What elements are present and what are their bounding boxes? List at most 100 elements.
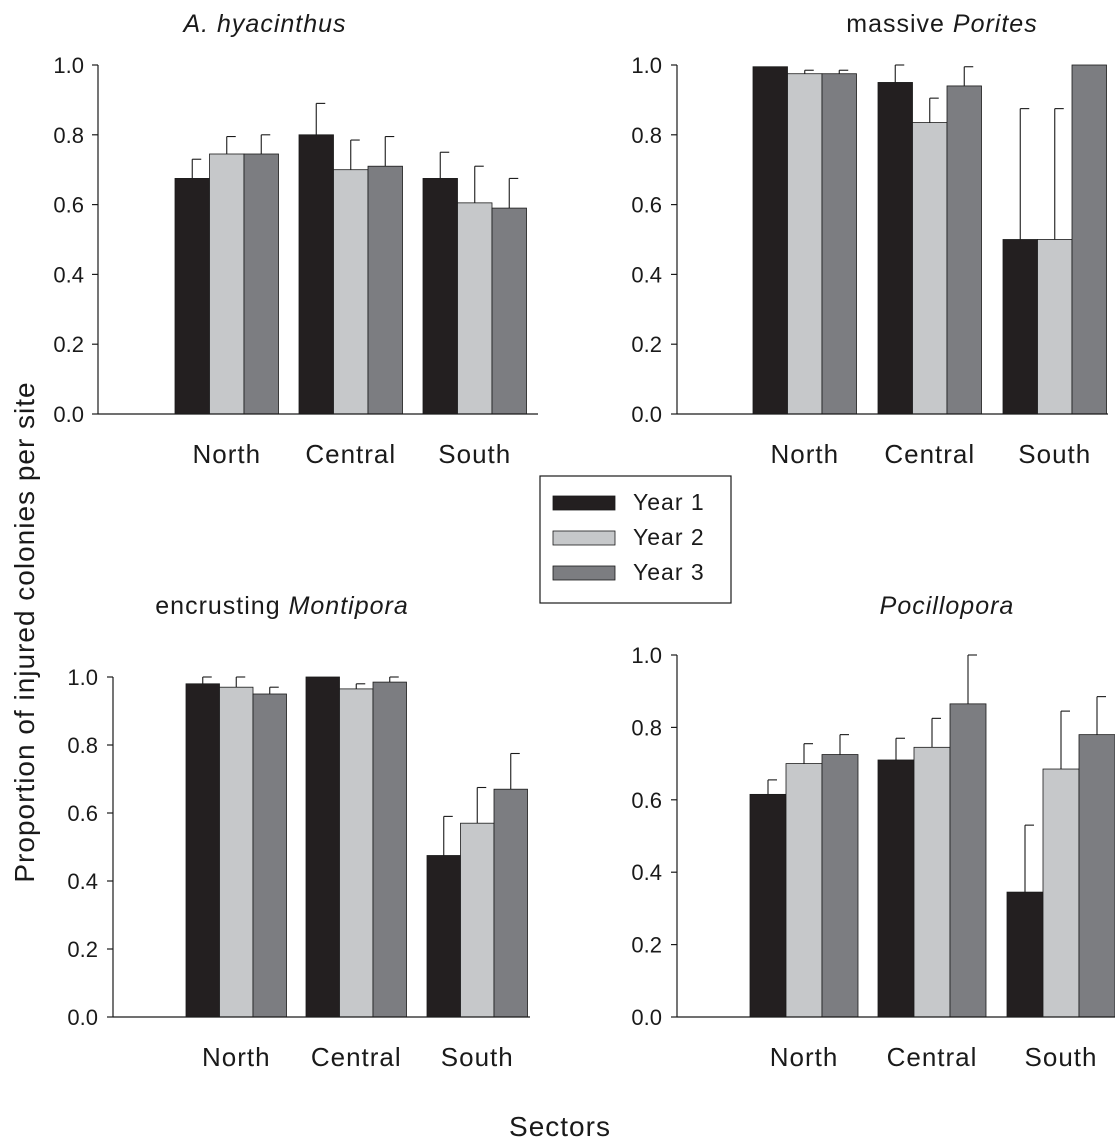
x-category-label: South: [1025, 1042, 1098, 1072]
bar: [946, 85, 982, 415]
bar: [422, 178, 458, 415]
bar: [298, 134, 334, 415]
chart-panel: 0.0 0.2 0.4 0.6 0.8 1.0 North Central South A. hy…: [53, 10, 538, 469]
bar: [752, 66, 788, 415]
bar: [457, 202, 493, 415]
x-axis-title: Sectors: [509, 1111, 611, 1141]
y-axis-title: Proportion of injured colonies per site: [9, 381, 40, 882]
bars: [752, 64, 1107, 415]
x-category-label: Central: [305, 439, 396, 469]
bar: [949, 703, 987, 1018]
y-tick-label: 0.2: [631, 933, 662, 958]
panel-title: Pocillopora: [880, 592, 1015, 620]
bar: [912, 122, 948, 415]
bar: [252, 693, 287, 1018]
bar: [491, 207, 527, 415]
bar: [1078, 734, 1115, 1018]
x-category-label: North: [202, 1042, 271, 1072]
bar: [333, 169, 369, 415]
x-category-label: South: [441, 1042, 514, 1072]
y-tick-label: 0.8: [631, 715, 662, 740]
bar: [367, 165, 403, 415]
legend-label: Year 1: [633, 489, 705, 515]
y-tick-label: 0.4: [631, 860, 662, 885]
bar: [785, 763, 823, 1018]
bars: [185, 676, 528, 1018]
bar: [1006, 891, 1044, 1018]
bar: [913, 746, 951, 1018]
y-tick-label: 0.2: [67, 937, 98, 962]
bar: [787, 73, 823, 415]
y-tick-label: 0.8: [53, 123, 84, 148]
x-category-label: Central: [884, 439, 975, 469]
x-category-label: North: [770, 1042, 839, 1072]
y-tick-label: 0.0: [53, 402, 84, 427]
bar: [185, 683, 220, 1018]
panel-title-run: encrusting: [155, 592, 288, 620]
chart-panel: 0.0 0.2 0.4 0.6 0.8 1.0 North Central South massi…: [631, 10, 1108, 469]
panel-title-run: Porites: [953, 10, 1038, 38]
bar: [372, 681, 407, 1018]
bar: [305, 676, 340, 1018]
bars: [749, 654, 1115, 1018]
panel-title-run: A. hyacinthus: [181, 10, 346, 38]
y-tick-label: 0.6: [53, 193, 84, 218]
panel-title: encrusting Montipora: [155, 592, 408, 620]
bar: [493, 788, 528, 1018]
panel-title-run: massive: [846, 10, 953, 38]
x-category-label: Central: [311, 1042, 402, 1072]
bar: [219, 686, 254, 1018]
bar: [821, 754, 859, 1018]
y-tick-label: 0.6: [631, 788, 662, 813]
legend-swatch: [552, 495, 616, 511]
y-tick-label: 0.4: [67, 869, 98, 894]
y-tick-label: 1.0: [631, 643, 662, 668]
bar: [339, 688, 374, 1018]
panel-title: massive Porites: [846, 10, 1037, 38]
panel-title-run: Montipora: [289, 592, 409, 620]
x-category-label: Central: [887, 1042, 978, 1072]
y-tick-label: 0.4: [53, 262, 84, 287]
panel-title: A. hyacinthus: [181, 10, 346, 38]
bar: [209, 153, 245, 415]
y-tick-label: 0.0: [631, 1005, 662, 1030]
bar: [1037, 239, 1073, 415]
y-tick-label: 0.2: [53, 332, 84, 357]
bar: [174, 178, 210, 415]
y-tick-label: 0.4: [631, 262, 662, 287]
bar: [460, 822, 495, 1018]
bar: [243, 153, 279, 415]
chart-panels: 0.0 0.2 0.4 0.6 0.8 1.0 North Central South A. hy…: [53, 10, 1115, 1072]
bar: [1002, 239, 1038, 415]
legend-swatch: [552, 565, 616, 581]
y-tick-label: 0.8: [67, 733, 98, 758]
y-tick-label: 0.2: [631, 332, 662, 357]
bar: [426, 855, 461, 1018]
y-tick-label: 0.0: [67, 1005, 98, 1030]
x-category-label: South: [1018, 439, 1091, 469]
chart-panel: 0.0 0.2 0.4 0.6 0.8 1.0 North Central South Pocil…: [631, 592, 1115, 1072]
x-category-label: South: [438, 439, 511, 469]
bar: [749, 793, 787, 1018]
bar: [877, 759, 915, 1018]
bars: [174, 102, 527, 415]
legend-swatch: [552, 530, 616, 546]
y-tick-label: 1.0: [67, 665, 98, 690]
y-tick-label: 1.0: [53, 53, 84, 78]
legend: Year 1 Year 2 Year 3: [539, 475, 732, 604]
legend-items: Year 1 Year 2 Year 3: [552, 489, 705, 585]
x-category-label: North: [192, 439, 261, 469]
bar: [1071, 64, 1107, 415]
panel-title-run: Pocillopora: [880, 592, 1015, 620]
bar: [1042, 768, 1080, 1018]
y-tick-label: 0.8: [631, 123, 662, 148]
y-tick-label: 0.0: [631, 402, 662, 427]
bar: [877, 82, 913, 415]
y-tick-label: 1.0: [631, 53, 662, 78]
legend-label: Year 2: [633, 524, 705, 550]
chart-panel: 0.0 0.2 0.4 0.6 0.8 1.0 North Central South encru…: [67, 592, 530, 1072]
y-tick-label: 0.6: [67, 801, 98, 826]
y-tick-label: 0.6: [631, 193, 662, 218]
legend-label: Year 3: [633, 559, 705, 585]
